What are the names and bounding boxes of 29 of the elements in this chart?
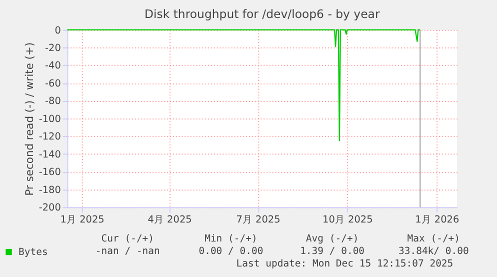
- text: 33.84k/ 0.00: [398, 246, 469, 257]
- y-tick-label: -120: [38, 132, 61, 143]
- text: 1.39 / 0.00: [300, 246, 365, 257]
- y-tick-label: -40: [45, 60, 61, 72]
- y-tick-label: -20: [45, 42, 61, 54]
- legend-label: Bytes: [18, 246, 48, 258]
- text: 0.00 / 0.00: [198, 246, 264, 257]
- x-tick-label: 7月 2025: [236, 214, 280, 226]
- chart-title: Disk throughput for /dev/loop6 - by year: [144, 7, 380, 22]
- y-tick-label: -200: [38, 202, 61, 214]
- y-axis-title: Pr second read (-) / write (+): [22, 42, 36, 196]
- text: Max (-/+): [407, 233, 460, 244]
- x-tick-label: 1月 2026: [415, 214, 460, 226]
- y-tick-label: -140: [38, 149, 61, 160]
- text: Min (-/+): [204, 233, 258, 244]
- y-tick-label: -100: [38, 114, 61, 125]
- x-tick-label: 4月 2025: [148, 214, 192, 226]
- y-tick-label: -80: [45, 96, 61, 108]
- x-tick-label: 1月 2025: [60, 214, 104, 226]
- line-series: [66, 29, 421, 142]
- text: -nan / -nan: [95, 246, 160, 257]
- x-tick-label: 10月 2025: [322, 214, 373, 226]
- y-tick-label: -180: [38, 184, 61, 196]
- y-tick-label: 0: [54, 25, 61, 36]
- text: Avg (-/+): [306, 233, 359, 244]
- y-tick-label: -160: [38, 167, 61, 178]
- text: Last update: Mon Dec 15 12:15:07 2025: [236, 258, 454, 270]
- y-tick-label: -60: [45, 78, 61, 90]
- text: Cur (-/+): [101, 233, 154, 244]
